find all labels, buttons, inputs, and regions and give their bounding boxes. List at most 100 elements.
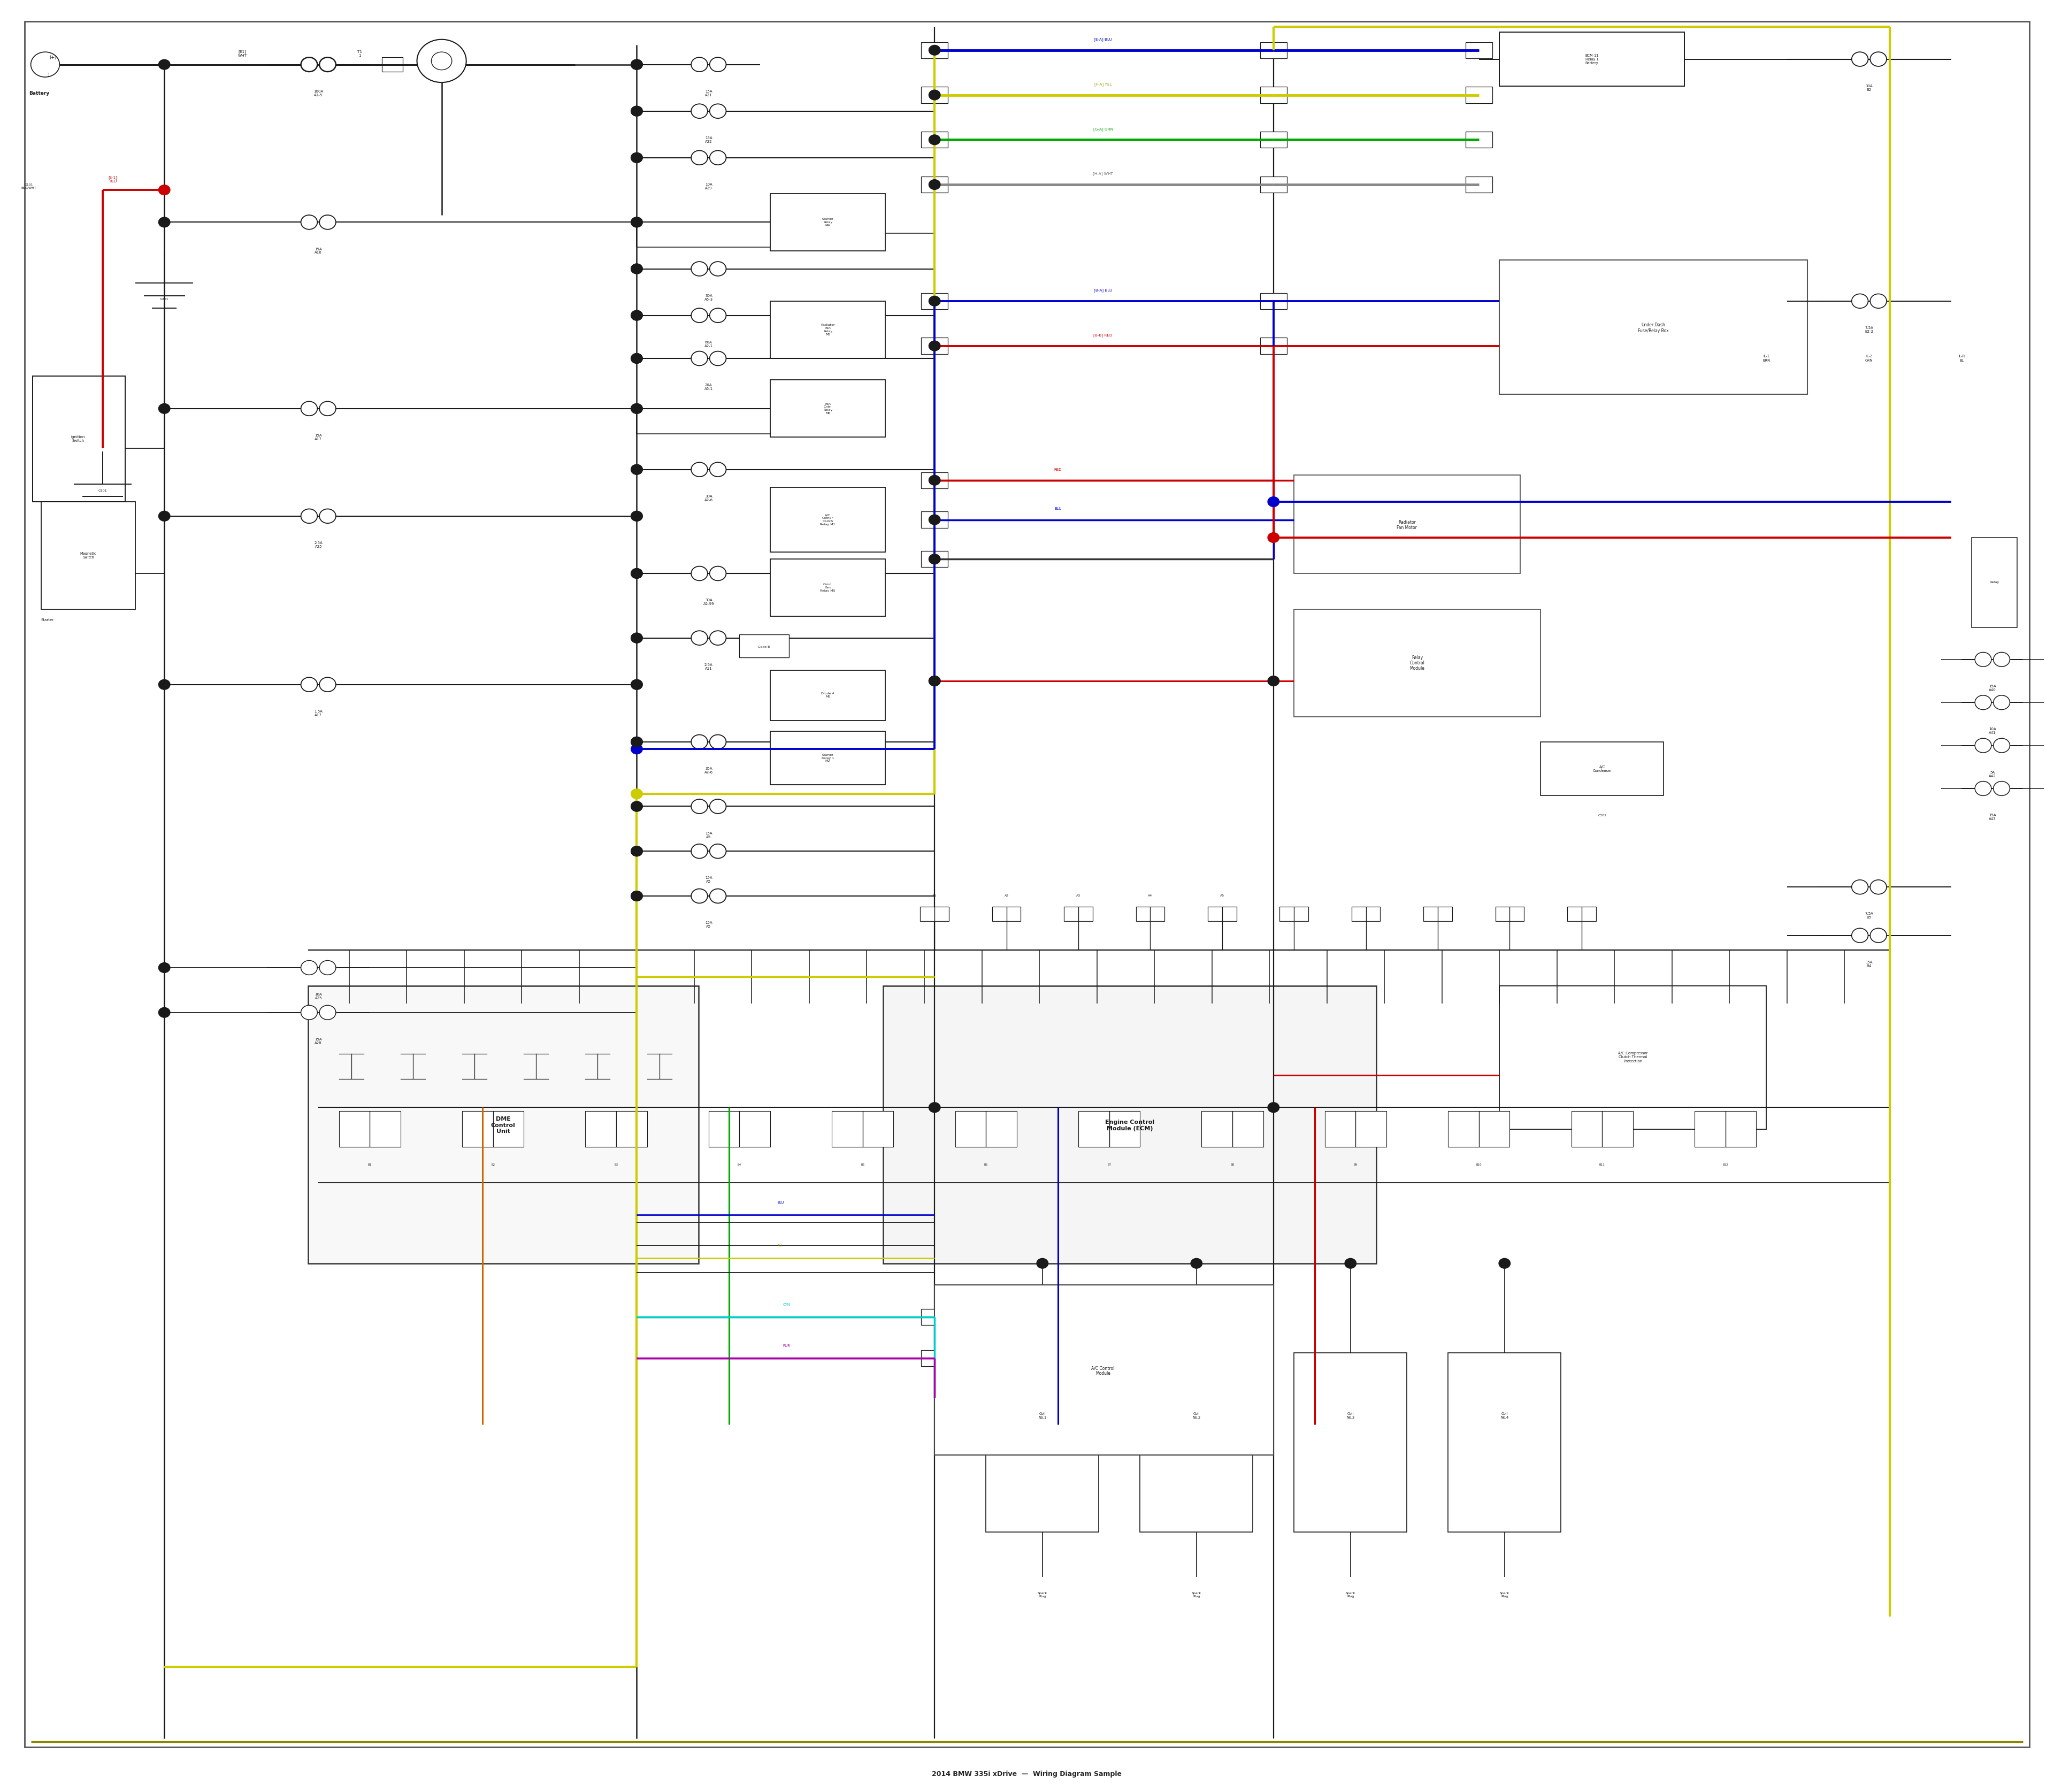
Circle shape — [631, 59, 643, 70]
Circle shape — [631, 633, 643, 643]
Bar — [1261, 337, 1286, 353]
Text: 7.5A
B2-2: 7.5A B2-2 — [1865, 326, 1873, 333]
Bar — [770, 194, 885, 251]
Bar — [1140, 1353, 1253, 1532]
Circle shape — [631, 801, 643, 812]
Bar — [1078, 1111, 1140, 1147]
Text: G101: G101 — [99, 489, 107, 493]
Bar — [920, 176, 949, 192]
Circle shape — [631, 263, 643, 274]
Circle shape — [158, 1007, 170, 1018]
Circle shape — [928, 554, 941, 564]
Bar — [920, 1308, 949, 1326]
Text: [F-A] YEL: [F-A] YEL — [1095, 82, 1111, 86]
Text: B2: B2 — [491, 1163, 495, 1167]
Circle shape — [711, 104, 725, 118]
Circle shape — [631, 59, 643, 70]
Circle shape — [711, 631, 725, 645]
Circle shape — [631, 310, 643, 321]
Bar — [920, 292, 949, 308]
Text: A1: A1 — [933, 894, 937, 898]
Text: A3: A3 — [1076, 894, 1080, 898]
Bar — [1352, 907, 1380, 921]
Bar — [920, 131, 949, 147]
Bar — [1448, 1353, 1561, 1532]
Circle shape — [631, 464, 643, 475]
Bar — [770, 380, 885, 437]
Text: A/C
Compr
Clutch
Relay M1: A/C Compr Clutch Relay M1 — [820, 514, 836, 525]
Circle shape — [690, 104, 707, 118]
Bar — [992, 907, 1021, 921]
Circle shape — [631, 511, 643, 521]
Text: Coil
No.4: Coil No.4 — [1501, 1412, 1508, 1419]
Text: RED: RED — [1054, 468, 1062, 471]
Text: Engine Control
Module (ECM): Engine Control Module (ECM) — [1105, 1120, 1154, 1131]
Bar — [1972, 538, 2017, 627]
Circle shape — [928, 514, 941, 525]
Bar — [462, 1111, 524, 1147]
Circle shape — [711, 308, 725, 323]
Bar — [1294, 1353, 1407, 1532]
Circle shape — [928, 475, 941, 486]
Bar — [770, 670, 885, 720]
Circle shape — [158, 403, 170, 414]
Circle shape — [631, 891, 643, 901]
Circle shape — [631, 106, 643, 116]
Text: A2: A2 — [1004, 894, 1009, 898]
Circle shape — [631, 403, 643, 414]
Circle shape — [690, 57, 707, 72]
Circle shape — [1869, 294, 1886, 308]
Circle shape — [690, 308, 707, 323]
Text: Coil
No.1: Coil No.1 — [1039, 1412, 1045, 1419]
Bar — [1467, 131, 1491, 147]
Circle shape — [928, 134, 941, 145]
Circle shape — [1037, 1258, 1048, 1269]
Circle shape — [300, 961, 316, 975]
Circle shape — [1267, 676, 1280, 686]
Circle shape — [711, 566, 725, 581]
Text: [E-A] BLU: [E-A] BLU — [1095, 38, 1111, 41]
Bar — [1325, 1111, 1386, 1147]
Bar — [1571, 1111, 1633, 1147]
Circle shape — [711, 462, 725, 477]
Text: PUR: PUR — [783, 1344, 791, 1348]
Bar — [1261, 176, 1286, 192]
Circle shape — [928, 1102, 941, 1113]
Text: DME
Control
Unit: DME Control Unit — [491, 1116, 516, 1134]
Text: 35A
A2-6: 35A A2-6 — [705, 767, 713, 774]
Circle shape — [631, 263, 643, 274]
Text: 15A
A43: 15A A43 — [1988, 814, 1996, 821]
Text: IL-2
GRN: IL-2 GRN — [1865, 355, 1873, 362]
Circle shape — [158, 679, 170, 690]
Circle shape — [158, 217, 170, 228]
Text: B9: B9 — [1354, 1163, 1358, 1167]
Circle shape — [690, 351, 707, 366]
Circle shape — [928, 179, 941, 190]
Text: A/C Control
Module: A/C Control Module — [1091, 1366, 1115, 1376]
Circle shape — [928, 90, 941, 100]
Circle shape — [690, 462, 707, 477]
Circle shape — [631, 403, 643, 414]
Text: G101
BLK/WHT: G101 BLK/WHT — [21, 183, 37, 190]
Circle shape — [631, 511, 643, 521]
Text: Magnetic
Switch: Magnetic Switch — [80, 552, 97, 559]
Text: Spark
Plug: Spark Plug — [1037, 1591, 1048, 1598]
Circle shape — [320, 215, 337, 229]
Circle shape — [711, 351, 725, 366]
Circle shape — [1974, 781, 1992, 796]
Circle shape — [711, 151, 725, 165]
Text: Starter
Relay 1
M2: Starter Relay 1 M2 — [822, 754, 834, 762]
Text: C101: C101 — [1598, 814, 1606, 817]
Circle shape — [711, 57, 725, 72]
Text: Fan
Cntrl
Relay
M6: Fan Cntrl Relay M6 — [824, 403, 832, 414]
Circle shape — [320, 961, 337, 975]
Text: BLU: BLU — [1054, 507, 1062, 511]
Text: [B-B] RED: [B-B] RED — [1093, 333, 1113, 337]
Circle shape — [631, 568, 643, 579]
Circle shape — [300, 509, 316, 523]
Bar — [1261, 131, 1286, 147]
Circle shape — [690, 566, 707, 581]
Circle shape — [631, 152, 643, 163]
Bar — [770, 487, 885, 552]
Circle shape — [711, 799, 725, 814]
